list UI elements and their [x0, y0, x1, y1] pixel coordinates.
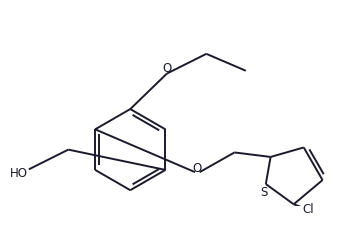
Text: S: S	[260, 185, 267, 198]
Text: HO: HO	[10, 166, 28, 179]
Text: O: O	[162, 62, 172, 75]
Text: Cl: Cl	[303, 202, 314, 215]
Text: O: O	[193, 161, 202, 174]
